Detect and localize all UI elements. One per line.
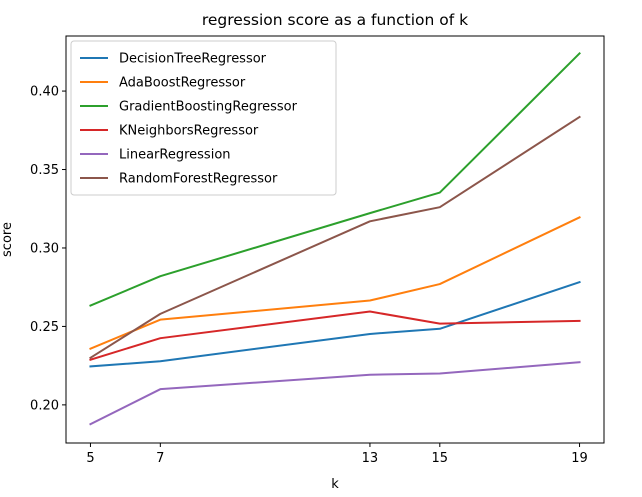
series-line-4 (89, 361, 581, 426)
y-tick-label: 0.25 (30, 320, 59, 335)
y-tick-label: 0.30 (30, 241, 59, 256)
series-line-3 (89, 310, 581, 361)
y-tick-label: 0.20 (30, 398, 59, 413)
legend-box (70, 40, 337, 196)
x-tick-label: 5 (86, 451, 94, 466)
series-line-5 (89, 115, 581, 360)
x-tick-label: 15 (432, 451, 449, 466)
legend-label: DecisionTreeRegressor (119, 52, 267, 67)
series-line-2 (89, 52, 581, 307)
legend-label: RandomForestRegressor (119, 172, 278, 187)
chart-title: regression score as a function of k (202, 11, 468, 29)
legend-label: LinearRegression (119, 148, 231, 163)
y-axis-label: score (0, 222, 15, 257)
chart-marks (89, 52, 581, 426)
y-tick-label: 0.40 (30, 85, 59, 100)
legend-label: KNeighborsRegressor (119, 124, 259, 139)
legend-label: GradientBoostingRegressor (119, 100, 298, 115)
legend-label: AdaBoostRegressor (119, 76, 246, 91)
plot-area (65, 35, 605, 444)
y-axis-ticks: 0.20 0.25 0.30 0.35 0.40 (30, 85, 66, 413)
x-axis-ticks: 5 7 13 15 19 (86, 443, 588, 466)
y-tick-label: 0.35 (30, 163, 59, 178)
series-line-0 (89, 280, 581, 368)
x-tick-label: 7 (156, 451, 164, 466)
legend: DecisionTreeRegressor AdaBoostRegressor Gr… (70, 40, 337, 196)
x-tick-label: 19 (571, 451, 588, 466)
x-tick-label: 13 (362, 451, 379, 466)
x-axis-label: k (331, 477, 339, 492)
